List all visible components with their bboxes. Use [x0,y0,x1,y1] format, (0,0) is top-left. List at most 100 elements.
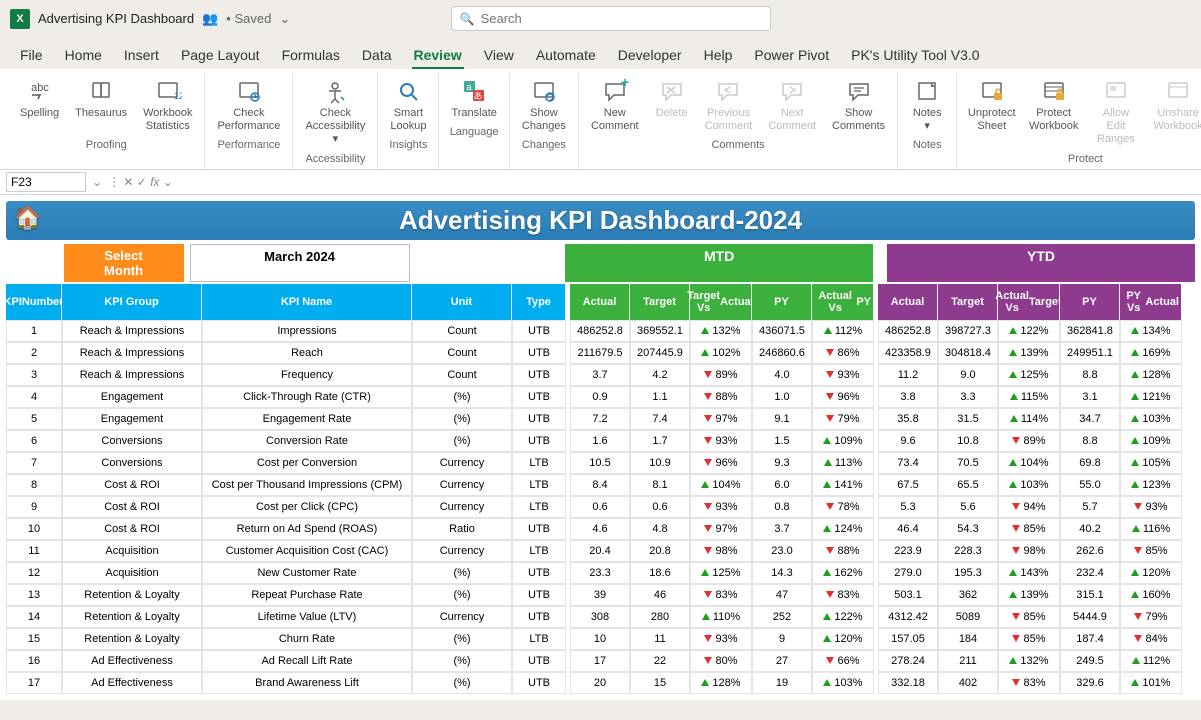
namebox-chevron-icon[interactable]: ⌄ [92,175,102,189]
pct-cell[interactable]: 139% [998,342,1060,364]
ribbon-notes-[interactable]: Notes▾ [904,75,950,135]
table-cell[interactable]: 1.5 [752,430,812,452]
table-cell[interactable]: Ad Effectiveness [62,650,202,672]
pct-cell[interactable]: 113% [812,452,874,474]
table-cell[interactable]: UTB [512,672,566,694]
pct-cell[interactable]: 66% [812,650,874,672]
table-cell[interactable]: 278.24 [878,650,938,672]
search-box[interactable]: 🔍 [451,6,771,31]
pct-cell[interactable]: 103% [998,474,1060,496]
table-cell[interactable]: 5.3 [878,496,938,518]
pct-cell[interactable]: 143% [998,562,1060,584]
pct-cell[interactable]: 116% [1120,518,1182,540]
pct-cell[interactable]: 104% [690,474,752,496]
table-cell[interactable]: 0.6 [570,496,630,518]
table-cell[interactable]: UTB [512,650,566,672]
table-cell[interactable]: (%) [412,562,512,584]
table-cell[interactable]: 4312.42 [878,606,938,628]
table-cell[interactable]: 9 [752,628,812,650]
table-cell[interactable]: 6.0 [752,474,812,496]
table-cell[interactable]: 39 [570,584,630,606]
table-cell[interactable]: Currency [412,496,512,518]
pct-cell[interactable]: 132% [998,650,1060,672]
pct-cell[interactable]: 85% [998,606,1060,628]
share-icon[interactable]: 👥 [202,11,218,27]
table-cell[interactable]: 10 [6,518,62,540]
table-cell[interactable]: 7 [6,452,62,474]
pct-cell[interactable]: 97% [690,518,752,540]
pct-cell[interactable]: 86% [812,342,874,364]
table-cell[interactable]: 9.0 [938,364,998,386]
table-cell[interactable]: (%) [412,672,512,694]
table-cell[interactable]: 5.7 [1060,496,1120,518]
table-cell[interactable]: 1.6 [570,430,630,452]
pct-cell[interactable]: 80% [690,650,752,672]
table-cell[interactable]: Conversions [62,430,202,452]
pct-cell[interactable]: 122% [812,606,874,628]
table-cell[interactable]: Frequency [202,364,412,386]
table-cell[interactable]: 20.4 [570,540,630,562]
pct-cell[interactable]: 122% [998,320,1060,342]
table-cell[interactable]: 3.7 [752,518,812,540]
pct-cell[interactable]: 169% [1120,342,1182,364]
tab-developer[interactable]: Developer [616,43,684,69]
table-cell[interactable]: 315.1 [1060,584,1120,606]
pct-cell[interactable]: 79% [812,408,874,430]
table-cell[interactable]: UTB [512,342,566,364]
table-cell[interactable]: Lifetime Value (LTV) [202,606,412,628]
document-title[interactable]: Advertising KPI Dashboard [38,11,194,26]
table-cell[interactable]: LTB [512,474,566,496]
pct-cell[interactable]: 93% [812,364,874,386]
table-cell[interactable]: Cost & ROI [62,518,202,540]
tab-automate[interactable]: Automate [534,43,598,69]
pct-cell[interactable]: 120% [812,628,874,650]
pct-cell[interactable]: 112% [1120,650,1182,672]
formula-input[interactable] [179,172,1195,191]
table-cell[interactable]: Reach & Impressions [62,364,202,386]
pct-cell[interactable]: 84% [1120,628,1182,650]
table-cell[interactable]: 40.2 [1060,518,1120,540]
table-cell[interactable]: 10.9 [630,452,690,474]
table-cell[interactable]: Cost & ROI [62,474,202,496]
table-cell[interactable]: 8.8 [1060,430,1120,452]
ribbon-translate[interactable]: aあTranslate [445,75,502,122]
table-cell[interactable]: (%) [412,386,512,408]
table-cell[interactable]: 17 [570,650,630,672]
pct-cell[interactable]: 121% [1120,386,1182,408]
ribbon-spelling[interactable]: abcSpelling [14,75,65,135]
pct-cell[interactable]: 93% [690,628,752,650]
table-cell[interactable]: 1.7 [630,430,690,452]
table-cell[interactable]: Cost per Click (CPC) [202,496,412,518]
ribbon-unprotect-sheet[interactable]: UnprotectSheet [963,75,1020,149]
table-cell[interactable]: 14 [6,606,62,628]
table-cell[interactable]: 6 [6,430,62,452]
table-cell[interactable]: 436071.5 [752,320,812,342]
table-cell[interactable]: 3.8 [878,386,938,408]
ribbon-smart-lookup[interactable]: SmartLookup [384,75,432,135]
table-cell[interactable]: 12 [6,562,62,584]
table-cell[interactable]: (%) [412,584,512,606]
table-cell[interactable]: 187.4 [1060,628,1120,650]
pct-cell[interactable]: 79% [1120,606,1182,628]
table-cell[interactable]: 207445.9 [630,342,690,364]
table-cell[interactable]: 332.18 [878,672,938,694]
table-cell[interactable]: 22 [630,650,690,672]
table-cell[interactable]: 11 [6,540,62,562]
table-cell[interactable]: 2 [6,342,62,364]
table-cell[interactable]: Engagement [62,386,202,408]
table-cell[interactable]: New Customer Rate [202,562,412,584]
pct-cell[interactable]: 89% [690,364,752,386]
table-cell[interactable]: Count [412,342,512,364]
name-box[interactable] [6,172,86,192]
ribbon-workbook-statistics[interactable]: 123WorkbookStatistics [137,75,198,135]
pct-cell[interactable]: 104% [998,452,1060,474]
pct-cell[interactable]: 96% [812,386,874,408]
table-cell[interactable]: 503.1 [878,584,938,606]
table-cell[interactable]: 1.1 [630,386,690,408]
ribbon-show-changes[interactable]: ShowChanges [516,75,572,135]
table-cell[interactable]: 10.8 [938,430,998,452]
pct-cell[interactable]: 103% [1120,408,1182,430]
table-cell[interactable]: 9.1 [752,408,812,430]
pct-cell[interactable]: 162% [812,562,874,584]
table-cell[interactable]: Reach & Impressions [62,342,202,364]
